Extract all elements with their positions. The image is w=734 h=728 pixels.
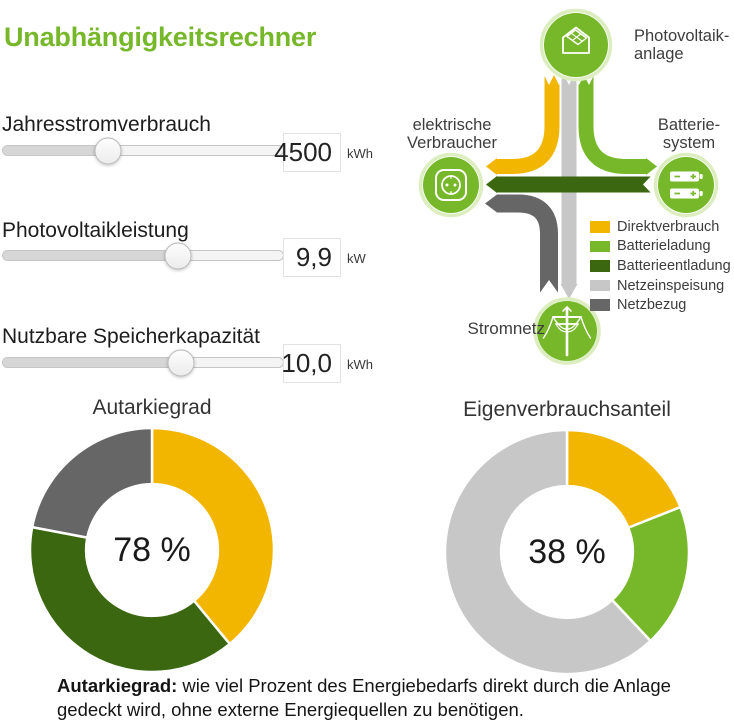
page-title: Unabhängigkeitsrechner: [4, 22, 317, 52]
slider-fill: [3, 146, 108, 155]
donut-segment-direktverbrauch: [150, 426, 276, 646]
battery-node-label: Batterie- system: [648, 116, 730, 152]
slider-speicherkapazitaet[interactable]: [2, 349, 284, 376]
flow-netzbezug: [497, 194, 558, 293]
caption-text: wie viel Prozent des Energiebedarfs dire…: [57, 675, 671, 720]
slider-fill: [3, 251, 178, 260]
value-text: 4500: [274, 137, 332, 167]
flow-batterieentladung-arrow: [486, 176, 497, 193]
value-input-photovoltaikleistung[interactable]: 9,9: [283, 238, 341, 277]
slider-fill: [3, 358, 181, 367]
legend-swatch: [590, 240, 610, 253]
unit-label-kw: kW: [347, 251, 366, 266]
unit-label-kwh: kWh: [347, 146, 373, 161]
eigenverbrauchsanteil-donut-chart: [443, 428, 691, 676]
legend-label: Netzbezug: [617, 297, 687, 314]
slider-jahresstromverbrauch[interactable]: [2, 137, 284, 164]
donut-segment-netzeinspeisung: [443, 428, 652, 676]
slider-label-photovoltaikleistung: Photovoltaikleistung: [2, 219, 189, 242]
legend-item: Batterieladung: [590, 237, 731, 257]
legend-swatch: [590, 279, 610, 292]
chart-title-eigenverbrauchsanteil: Eigenverbrauchsanteil: [463, 398, 671, 421]
flow-legend: Direktverbrauch Batterieladung Batterieent…: [590, 217, 731, 315]
battery-icon: [670, 171, 703, 199]
battery-node: [658, 157, 714, 213]
pv-label-line1: Photovoltaik-: [634, 27, 730, 45]
consumer-label-line1: elektrische: [412, 116, 492, 134]
energy-flow-diagram: [418, 8, 719, 365]
caption-lead: Autarkiegrad:: [57, 675, 178, 696]
consumer-label-line2: Verbraucher: [407, 133, 497, 152]
legend-item: Direktverbrauch: [590, 217, 731, 237]
slider-photovoltaikleistung[interactable]: [2, 242, 284, 269]
donut-segment-batterieentladung: [28, 525, 232, 674]
legend-label: Batterieentladung: [617, 257, 731, 274]
chart-title-autarkiegrad: Autarkiegrad: [92, 396, 212, 419]
legend-label: Direktverbrauch: [617, 218, 720, 235]
flow-netzbezug-arrow: [485, 194, 497, 213]
socket-icon: [435, 169, 467, 201]
legend-item: Netzeinspeisung: [590, 276, 731, 296]
flow-batterieladung-arrow: [646, 158, 657, 175]
battery-label-line2: system: [662, 133, 716, 152]
legend-label: Batterieladung: [617, 238, 711, 255]
value-input-speicherkapazitaet[interactable]: 10,0: [281, 344, 341, 383]
legend-swatch: [590, 299, 610, 311]
grid-node-label: Stromnetz: [467, 319, 545, 338]
unit-label-kwh: kWh: [347, 357, 373, 372]
value-text: 9,9: [295, 242, 332, 272]
flow-direktverbrauch: [497, 58, 560, 174]
eigenverbrauchsanteil-value: 38 %: [528, 533, 606, 571]
pv-node-label: Photovoltaik- anlage: [634, 27, 734, 63]
consumer-node: [423, 157, 479, 213]
batterieentladung-fork-notch: [643, 175, 652, 194]
power-pole-icon: [542, 305, 592, 357]
battery-label-line1: Batterie-: [657, 116, 721, 134]
autarkiegrad-donut-chart: [28, 426, 276, 674]
slider-thumb-jahresstromverbrauch[interactable]: [94, 137, 122, 164]
slider-thumb-photovoltaikleistung[interactable]: [164, 242, 192, 269]
legend-label: Netzeinspeisung: [617, 277, 725, 294]
legend-swatch: [590, 260, 610, 272]
autarkiegrad-caption: Autarkiegrad: wie viel Prozent des Energ…: [57, 674, 705, 721]
value-input-jahresstromverbrauch[interactable]: 4500: [274, 133, 341, 172]
legend-swatch: [590, 221, 610, 233]
value-text: 10,0: [281, 348, 332, 378]
slider-thumb-speicherkapazitaet[interactable]: [167, 349, 195, 376]
pv-node: [544, 13, 608, 77]
flow-batterieladung: [578, 58, 646, 174]
legend-item: Netzbezug: [590, 295, 731, 315]
slider-label-jahresstromverbrauch: Jahresstromverbrauch: [2, 113, 211, 136]
pv-label-line2: anlage: [634, 44, 684, 63]
flow-direktverbrauch-arrow: [486, 158, 497, 175]
flow-netzeinspeisung-arrow: [560, 284, 578, 299]
legend-item: Batterieentladung: [590, 256, 731, 276]
slider-label-speicherkapazitaet: Nutzbare Speicherkapazität: [2, 325, 260, 348]
netzbezug-fork-notch: [539, 280, 559, 294]
consumer-node-label: elektrische Verbraucher: [398, 116, 506, 152]
autarkiegrad-value: 78 %: [113, 531, 191, 569]
pv-house-icon: [562, 26, 590, 54]
donut-segment-netzbezug: [30, 426, 154, 539]
